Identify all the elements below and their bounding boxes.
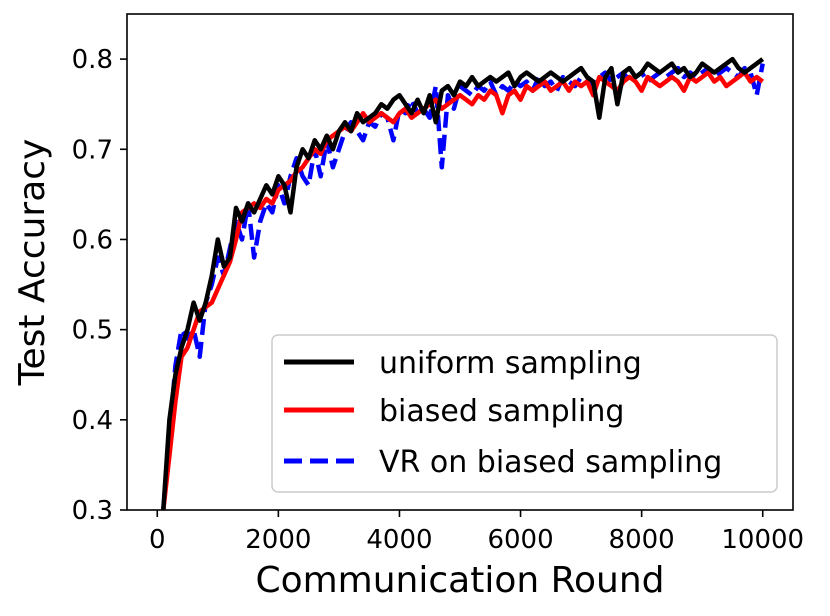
x-axis-title: Communication Round: [255, 560, 664, 601]
y-axis-title: Test Accuracy: [12, 139, 53, 387]
y-tick-label: 0.3: [72, 496, 113, 526]
legend-label-biased: biased sampling: [379, 394, 624, 429]
y-axis: 0.3 0.4 0.5 0.6 0.7 0.8: [72, 45, 127, 526]
x-tick-label: 6000: [487, 525, 553, 555]
y-tick-label: 0.6: [72, 225, 113, 255]
series-line-vr-biased-sampling: [161, 63, 765, 510]
y-tick-label: 0.7: [72, 135, 113, 165]
plot-area-frame: [126, 13, 794, 511]
series-line-uniform-sampling: [161, 56, 765, 510]
legend: uniform sampling biased sampling VR on b…: [271, 334, 778, 493]
x-tick-label: 8000: [609, 525, 675, 555]
x-tick-label: 0: [149, 525, 166, 555]
legend-label-uniform: uniform sampling: [379, 346, 642, 381]
x-tick-label: 10000: [721, 525, 804, 555]
legend-label-vr: VR on biased sampling: [379, 445, 722, 480]
series-line-biased-sampling: [161, 70, 765, 510]
x-tick-label: 4000: [366, 525, 432, 555]
y-tick-label: 0.8: [72, 45, 113, 75]
x-axis: 0 2000 4000 6000 8000 10000: [149, 510, 804, 555]
y-tick-label: 0.4: [72, 406, 113, 436]
x-tick-label: 2000: [245, 525, 311, 555]
y-tick-label: 0.5: [72, 316, 113, 346]
series-layer: [161, 56, 765, 510]
legend-frame: [271, 334, 778, 493]
